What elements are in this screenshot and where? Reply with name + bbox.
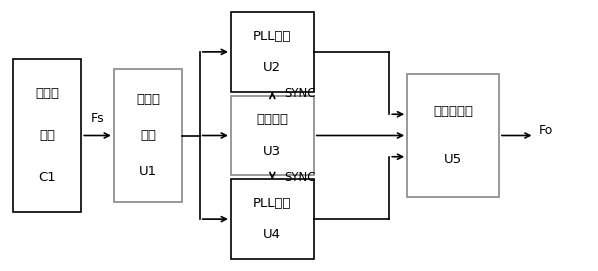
Text: U5: U5 <box>444 153 462 166</box>
Text: 参考源: 参考源 <box>35 87 59 100</box>
Text: SYNC: SYNC <box>284 87 316 100</box>
Bar <box>114 69 182 202</box>
Text: 模块: 模块 <box>140 129 156 142</box>
Bar <box>231 12 314 92</box>
Text: 控制模块: 控制模块 <box>257 114 288 126</box>
Text: C1: C1 <box>38 171 56 184</box>
Text: PLL模块: PLL模块 <box>253 30 292 43</box>
Text: Fs: Fs <box>91 112 105 125</box>
Text: Fo: Fo <box>539 124 554 137</box>
Text: U4: U4 <box>263 228 281 241</box>
Text: 功分器: 功分器 <box>136 93 160 106</box>
Text: 模块: 模块 <box>39 129 55 142</box>
Text: PLL模块: PLL模块 <box>253 197 292 210</box>
Text: SYNC: SYNC <box>284 171 316 184</box>
Text: 合路器模块: 合路器模块 <box>433 105 473 118</box>
Text: U1: U1 <box>139 165 157 178</box>
Bar <box>231 96 314 175</box>
Bar <box>231 179 314 259</box>
Bar <box>13 59 81 212</box>
Bar <box>407 75 499 196</box>
Text: U3: U3 <box>263 145 282 157</box>
Text: U2: U2 <box>263 61 282 74</box>
